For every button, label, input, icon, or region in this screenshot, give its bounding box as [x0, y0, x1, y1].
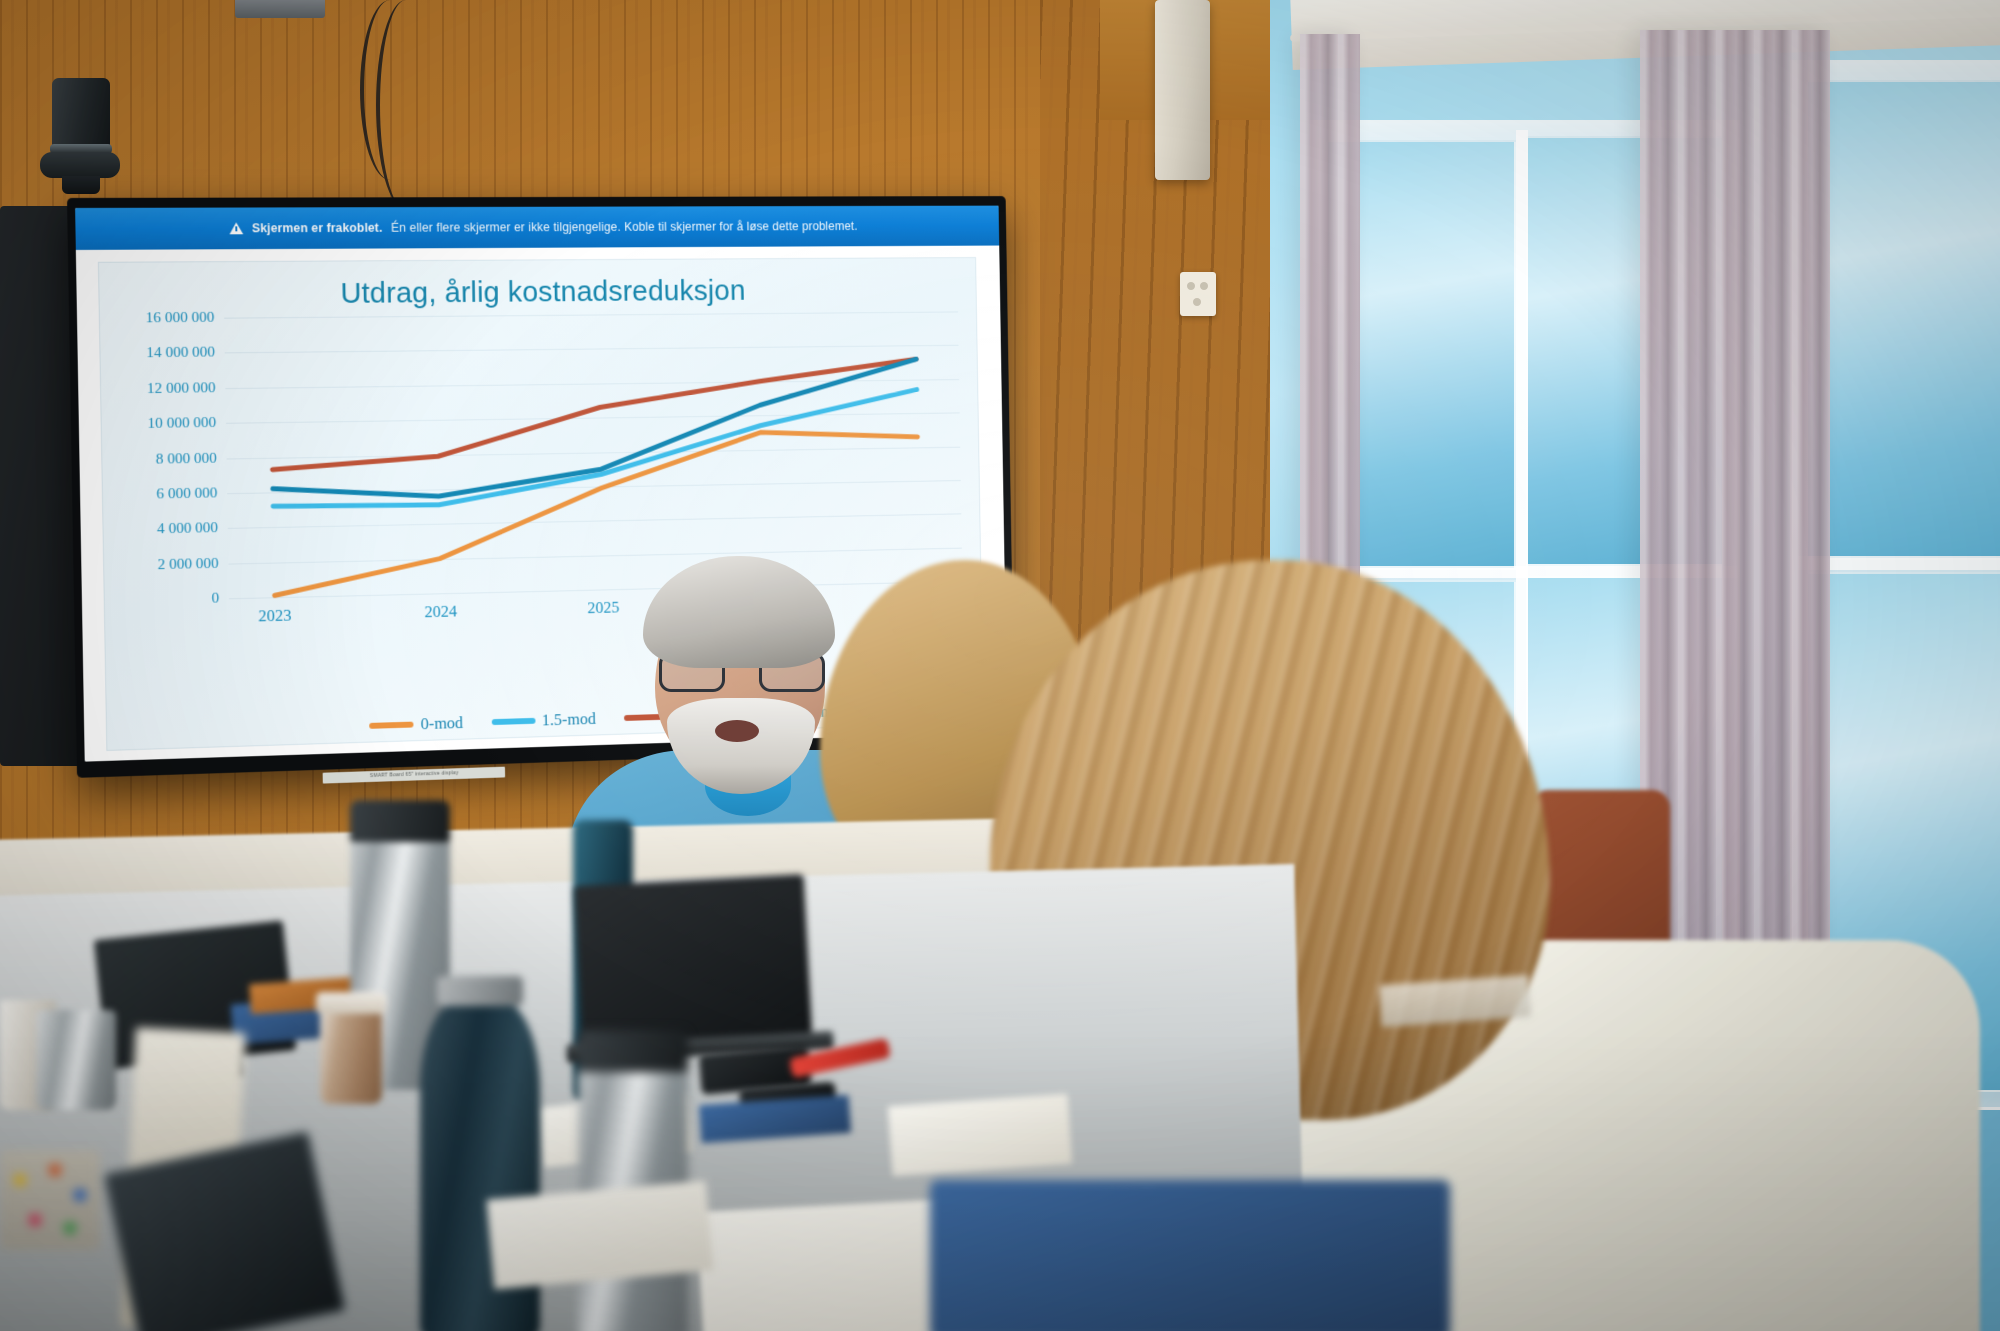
y-axis-tick-label: 2 000 000 — [157, 554, 219, 573]
paper-sheet — [486, 1180, 714, 1290]
candy-bowl[interactable] — [0, 1150, 100, 1250]
y-axis-tick-label: 14 000 000 — [146, 343, 216, 362]
water-bottle[interactable] — [420, 976, 540, 1331]
screen-disconnected-banner: Skjermen er frakoblet. Én eller flere sk… — [75, 205, 1000, 250]
wall-outlet[interactable] — [1180, 272, 1216, 316]
window-glass — [1806, 80, 2000, 560]
y-axis-labels: 0 2 000 000 4 000 000 6 000 000 8 000 000 10 … — [110, 309, 225, 607]
x-axis-tick-label: 2023 — [258, 605, 292, 626]
warning-triangle-icon — [229, 222, 244, 235]
ceiling-vent — [235, 0, 325, 18]
banner-message: Én eller flere skjermer er ikke tilgjeng… — [390, 219, 858, 235]
legend-color-swatch — [491, 717, 536, 726]
power-cable — [376, 0, 436, 210]
legend-label: 0-mod — [420, 713, 464, 734]
y-axis-tick-label: 6 000 000 — [156, 484, 218, 503]
y-axis-tick-label: 8 000 000 — [155, 449, 217, 468]
paper-sheet — [887, 1093, 1073, 1177]
legend-item: 0-mod — [369, 713, 463, 735]
y-axis-tick-label: 10 000 000 — [147, 414, 217, 433]
chart-series-lines — [224, 311, 962, 598]
thermos-flask[interactable] — [578, 1030, 688, 1331]
laptop[interactable] — [930, 1180, 1450, 1331]
chart-plot-area — [224, 311, 963, 598]
window-mullion — [1798, 556, 2000, 570]
ceiling-speaker — [1155, 0, 1210, 180]
series-line — [271, 359, 918, 469]
y-axis-tick-label: 16 000 000 — [145, 308, 215, 327]
y-axis-tick-label: 12 000 000 — [146, 379, 216, 397]
y-axis-tick-label: 0 — [211, 589, 220, 607]
coffee-cup[interactable] — [315, 992, 387, 1104]
laptop[interactable] — [566, 874, 834, 1063]
x-axis-tick-label: 2024 — [424, 601, 458, 622]
legend-color-swatch — [369, 721, 414, 729]
logitech-conference-camera-icon — [40, 78, 120, 194]
window-mullion — [1318, 566, 1738, 578]
series-line — [271, 359, 919, 499]
slide-title: Utdrag, årlig kostnadsreduksjon — [340, 274, 746, 310]
power-cable — [360, 0, 420, 180]
metal-jug[interactable] — [36, 1010, 116, 1110]
banner-bold-text: Skjermen er frakoblet. — [251, 220, 383, 236]
y-axis-tick-label: 4 000 000 — [156, 519, 219, 538]
